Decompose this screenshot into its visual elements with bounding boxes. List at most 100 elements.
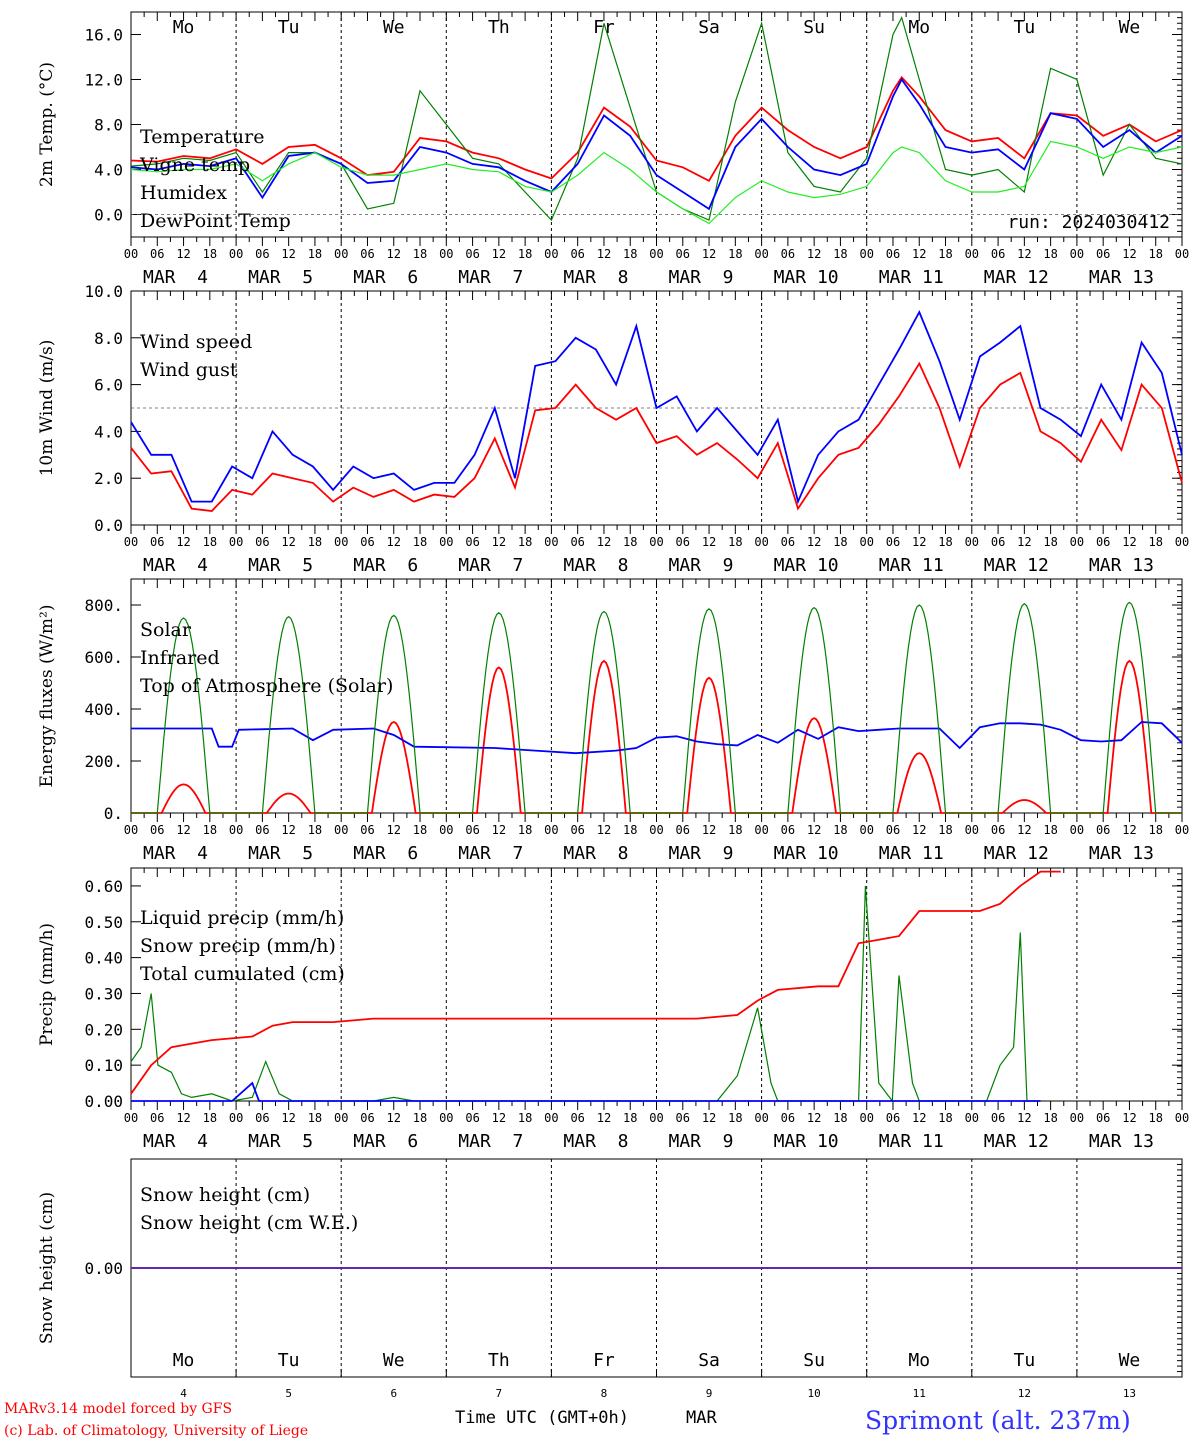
hour-tick-label: 12: [1017, 823, 1031, 837]
hour-tick-label: 12: [597, 823, 611, 837]
bottom-date-label: 10: [808, 1387, 821, 1400]
y-tick-label: 0.30: [84, 984, 123, 1003]
date-label: MAR 11: [879, 555, 944, 576]
date-label: MAR 12: [984, 267, 1049, 288]
date-label: MAR 10: [774, 843, 839, 864]
hour-tick-label: 00: [124, 535, 138, 549]
hour-tick-label: 18: [308, 1111, 322, 1125]
hour-tick-label: 00: [649, 1111, 663, 1125]
hour-tick-label: 00: [1175, 535, 1189, 549]
hour-tick-label: 18: [203, 823, 217, 837]
credit-line-2: (c) Lab. of Climatology, University of L…: [4, 1423, 308, 1439]
bottom-date-label: 8: [601, 1387, 608, 1400]
hour-tick-label: 00: [439, 823, 453, 837]
hour-tick-label: 00: [229, 247, 243, 261]
y-axis-label: Snow height (cm): [37, 1192, 57, 1344]
hour-tick-label: 06: [676, 247, 690, 261]
legend-entry: Snow height (cm): [140, 1184, 310, 1206]
hour-tick-label: 00: [439, 535, 453, 549]
hour-tick-label: 18: [833, 823, 847, 837]
y-tick-label: 400.: [84, 700, 123, 719]
y-tick-label: 0.50: [84, 913, 123, 932]
day-of-week-label: Tu: [1014, 1350, 1036, 1371]
bottom-date-label: 9: [706, 1387, 713, 1400]
hour-tick-label: 00: [649, 535, 663, 549]
legend-entry: DewPoint Temp: [140, 210, 291, 232]
hour-tick-label: 12: [597, 247, 611, 261]
hour-tick-label: 06: [570, 535, 584, 549]
day-of-week-label: Fr: [593, 17, 615, 38]
y-tick-label: 0.60: [84, 877, 123, 896]
hour-tick-label: 00: [124, 1111, 138, 1125]
date-label: MAR 13: [1089, 1131, 1154, 1152]
hour-tick-label: 06: [255, 1111, 269, 1125]
hour-tick-label: 18: [938, 535, 952, 549]
hour-tick-label: 06: [886, 247, 900, 261]
y-tick-label: 0.20: [84, 1020, 123, 1039]
hour-tick-label: 12: [492, 1111, 506, 1125]
hour-tick-label: 18: [1043, 1111, 1057, 1125]
hour-tick-label: 06: [676, 1111, 690, 1125]
hour-tick-label: 06: [1096, 247, 1110, 261]
hour-tick-label: 18: [1148, 1111, 1162, 1125]
day-of-week-label: Mo: [173, 1350, 195, 1371]
bottom-date-label: 6: [390, 1387, 397, 1400]
hour-tick-label: 00: [965, 823, 979, 837]
date-label: MAR 9: [669, 555, 734, 576]
y-axis-label: Energy fluxes (W/m²): [37, 605, 57, 788]
hour-tick-label: 18: [203, 247, 217, 261]
hour-tick-label: 18: [518, 535, 532, 549]
hour-tick-label: 06: [676, 535, 690, 549]
day-of-week-label: Tu: [278, 17, 300, 38]
legend-entry: Top of Atmosphere (Solar): [140, 675, 393, 697]
hour-tick-label: 00: [1070, 247, 1084, 261]
hour-tick-label: 12: [912, 535, 926, 549]
hour-tick-label: 06: [150, 1111, 164, 1125]
legend-entry: Solar: [140, 619, 192, 641]
hour-tick-label: 00: [859, 823, 873, 837]
y-tick-label: 4.0: [94, 422, 123, 441]
hour-tick-label: 06: [676, 823, 690, 837]
hour-tick-label: 06: [1096, 823, 1110, 837]
hour-tick-label: 12: [176, 535, 190, 549]
hour-tick-label: 06: [150, 247, 164, 261]
hour-tick-label: 00: [229, 1111, 243, 1125]
series-line-total-cumulated-cm-: [130, 870, 1061, 1095]
series-line-wind-speed: [130, 361, 1183, 512]
hour-tick-label: 06: [255, 535, 269, 549]
hour-tick-label: 12: [281, 535, 295, 549]
hour-tick-label: 18: [833, 1111, 847, 1125]
date-label: MAR 5: [248, 843, 313, 864]
hour-tick-label: 12: [702, 1111, 716, 1125]
hour-tick-label: 06: [886, 1111, 900, 1125]
date-label: MAR 12: [984, 1131, 1049, 1152]
x-axis-month: MAR: [686, 1408, 717, 1428]
hour-tick-label: 18: [413, 823, 427, 837]
date-label: MAR 11: [879, 843, 944, 864]
hour-tick-label: 06: [991, 1111, 1005, 1125]
credit-line-1: MARv3.14 model forced by GFS: [4, 1401, 232, 1417]
y-tick-label: 0.: [104, 804, 123, 823]
hour-tick-label: 00: [544, 823, 558, 837]
hour-tick-label: 00: [1070, 823, 1084, 837]
hour-tick-label: 12: [597, 535, 611, 549]
hour-tick-label: 06: [781, 1111, 795, 1125]
hour-tick-label: 12: [702, 535, 716, 549]
date-label: MAR 7: [458, 555, 523, 576]
hour-tick-label: 12: [281, 247, 295, 261]
hour-tick-label: 00: [965, 535, 979, 549]
hour-tick-label: 00: [754, 823, 768, 837]
hour-tick-label: 18: [1043, 247, 1057, 261]
day-of-week-label: Su: [803, 17, 825, 38]
day-of-week-label: We: [383, 17, 405, 38]
day-of-week-label: Fr: [593, 1350, 615, 1371]
date-label: MAR 12: [984, 843, 1049, 864]
hour-tick-label: 18: [308, 535, 322, 549]
hour-tick-label: 06: [150, 823, 164, 837]
hour-tick-label: 12: [281, 1111, 295, 1125]
date-label: MAR 5: [248, 555, 313, 576]
hour-tick-label: 12: [702, 247, 716, 261]
hour-tick-label: 18: [728, 823, 742, 837]
bottom-date-label: 7: [496, 1387, 503, 1400]
hour-tick-label: 12: [807, 247, 821, 261]
